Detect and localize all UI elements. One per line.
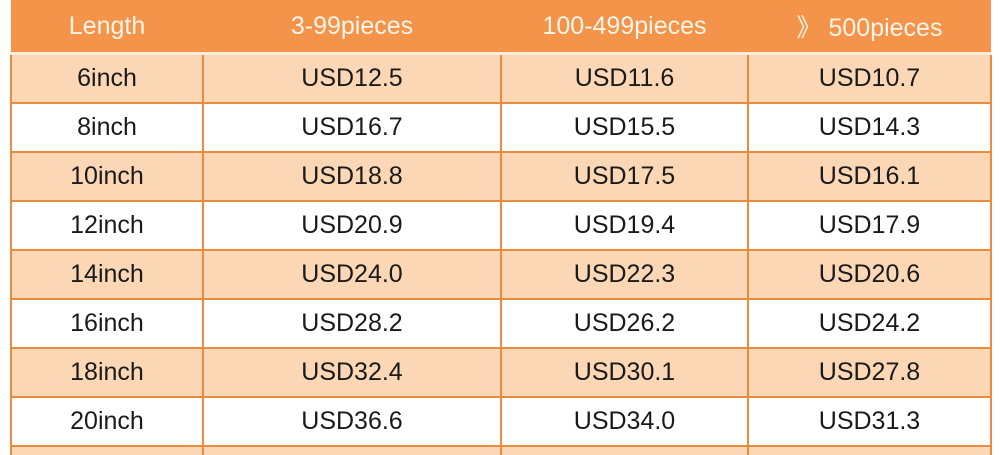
price-cell: USD16.1 xyxy=(747,151,992,202)
column-header-qty-100-499: 100-499pieces xyxy=(501,0,748,55)
price-cell: USD10.7 xyxy=(747,52,992,104)
price-cell: USD28.2 xyxy=(202,298,502,349)
row-label: 6inch xyxy=(10,52,204,104)
price-cell: USD26.2 xyxy=(500,298,749,349)
price-table: Length 3-99pieces 100-499pieces 》 500pie… xyxy=(10,0,992,455)
price-cell: USD16.7 xyxy=(202,102,502,153)
table-row: 6inch USD12.5 USD11.6 USD10.7 xyxy=(10,52,992,104)
column-header-length: Length xyxy=(11,0,203,55)
price-cell: USD17.9 xyxy=(747,200,992,251)
price-cell: USD32.4 xyxy=(202,347,502,398)
price-cell: USD36.6 xyxy=(202,396,502,447)
price-cell: USD15.5 xyxy=(500,102,749,153)
table-row: 8inch USD16.7 USD15.5 USD14.3 xyxy=(10,102,992,153)
price-cell xyxy=(500,445,749,455)
table-row: 10inch USD18.8 USD17.5 USD16.1 xyxy=(10,151,992,202)
price-cell: USD24.2 xyxy=(747,298,992,349)
row-label xyxy=(10,445,204,455)
price-cell: USD14.3 xyxy=(747,102,992,153)
price-cell: USD18.8 xyxy=(202,151,502,202)
table-row: 12inch USD20.9 USD19.4 USD17.9 xyxy=(10,200,992,251)
column-header-qty-500plus: 》 500pieces xyxy=(748,0,991,55)
header-row: Length 3-99pieces 100-499pieces 》 500pie… xyxy=(11,0,991,55)
price-cell: USD34.0 xyxy=(500,396,749,447)
price-cell: USD20.6 xyxy=(747,249,992,300)
column-header-qty-3-99: 3-99pieces xyxy=(203,0,501,55)
table-row: 18inch USD32.4 USD30.1 USD27.8 xyxy=(10,347,992,398)
price-cell: USD17.5 xyxy=(500,151,749,202)
price-cell: USD27.8 xyxy=(747,347,992,398)
row-label: 8inch xyxy=(10,102,204,153)
row-label: 20inch xyxy=(10,396,204,447)
table-row: 20inch USD36.6 USD34.0 USD31.3 xyxy=(10,396,992,447)
price-cell: USD20.9 xyxy=(202,200,502,251)
price-cell: USD22.3 xyxy=(500,249,749,300)
price-cell xyxy=(202,445,502,455)
table-row-partial xyxy=(10,445,992,455)
price-cell: USD31.3 xyxy=(747,396,992,447)
price-cell xyxy=(747,445,992,455)
row-label: 16inch xyxy=(10,298,204,349)
row-label: 10inch xyxy=(10,151,204,202)
table-row: 16inch USD28.2 USD26.2 USD24.2 xyxy=(10,298,992,349)
row-label: 14inch xyxy=(10,249,204,300)
price-cell: USD11.6 xyxy=(500,52,749,104)
row-label: 18inch xyxy=(10,347,204,398)
price-cell: USD30.1 xyxy=(500,347,749,398)
price-cell: USD12.5 xyxy=(202,52,502,104)
row-label: 12inch xyxy=(10,200,204,251)
price-cell: USD19.4 xyxy=(500,200,749,251)
price-cell: USD24.0 xyxy=(202,249,502,300)
table-row: 14inch USD24.0 USD22.3 USD20.6 xyxy=(10,249,992,300)
